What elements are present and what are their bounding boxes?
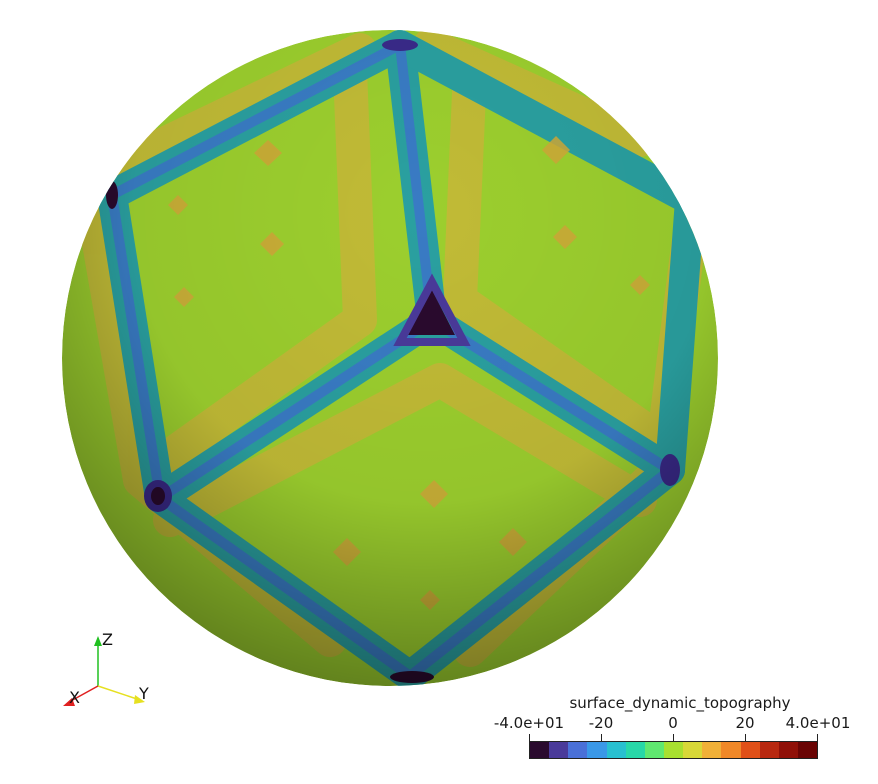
- axes-triad-icon: [63, 636, 145, 706]
- tick-mark: [817, 734, 818, 742]
- tick-label-neg20: -20: [588, 714, 614, 732]
- tick-mark: [673, 734, 674, 742]
- x-axis-label: X: [69, 688, 80, 707]
- colorbar-segment: [663, 742, 684, 758]
- colorbar-segment: [797, 742, 818, 758]
- colorbar-segment: [549, 742, 569, 758]
- colorbar-title: surface_dynamic_topography: [569, 694, 791, 712]
- colorbar-tickmarks: [529, 734, 818, 742]
- colorbar-segment: [759, 742, 779, 758]
- tick-label-pos20: 20: [735, 714, 755, 732]
- colorbar-segment: [530, 742, 550, 758]
- colorbar-segment: [702, 742, 722, 758]
- colorbar-tick-labels: -4.0e+01 -20 0 20 4.0e+01: [493, 714, 856, 732]
- colorbar-segment: [740, 742, 760, 758]
- z-axis-label: Z: [102, 630, 113, 649]
- tick-mark: [529, 734, 530, 742]
- tick-label-min: -4.0e+01: [493, 714, 565, 732]
- colorbar-segment: [606, 742, 626, 758]
- colorbar-segment: [568, 742, 588, 758]
- colorbar-segment: [644, 742, 664, 758]
- colorbar[interactable]: [529, 741, 818, 759]
- colorbar-segment: [721, 742, 741, 758]
- orientation-axes: Z Y X: [55, 628, 165, 710]
- colorbar-segment: [778, 742, 798, 758]
- colorbar-segment: [683, 742, 703, 758]
- tick-label-max: 4.0e+01: [785, 714, 851, 732]
- colorbar-segment: [625, 742, 645, 758]
- tick-label-zero: 0: [668, 714, 678, 732]
- y-axis-label: Y: [139, 684, 149, 703]
- colorbar-segment: [587, 742, 607, 758]
- tick-mark: [601, 734, 602, 742]
- tick-mark: [745, 734, 746, 742]
